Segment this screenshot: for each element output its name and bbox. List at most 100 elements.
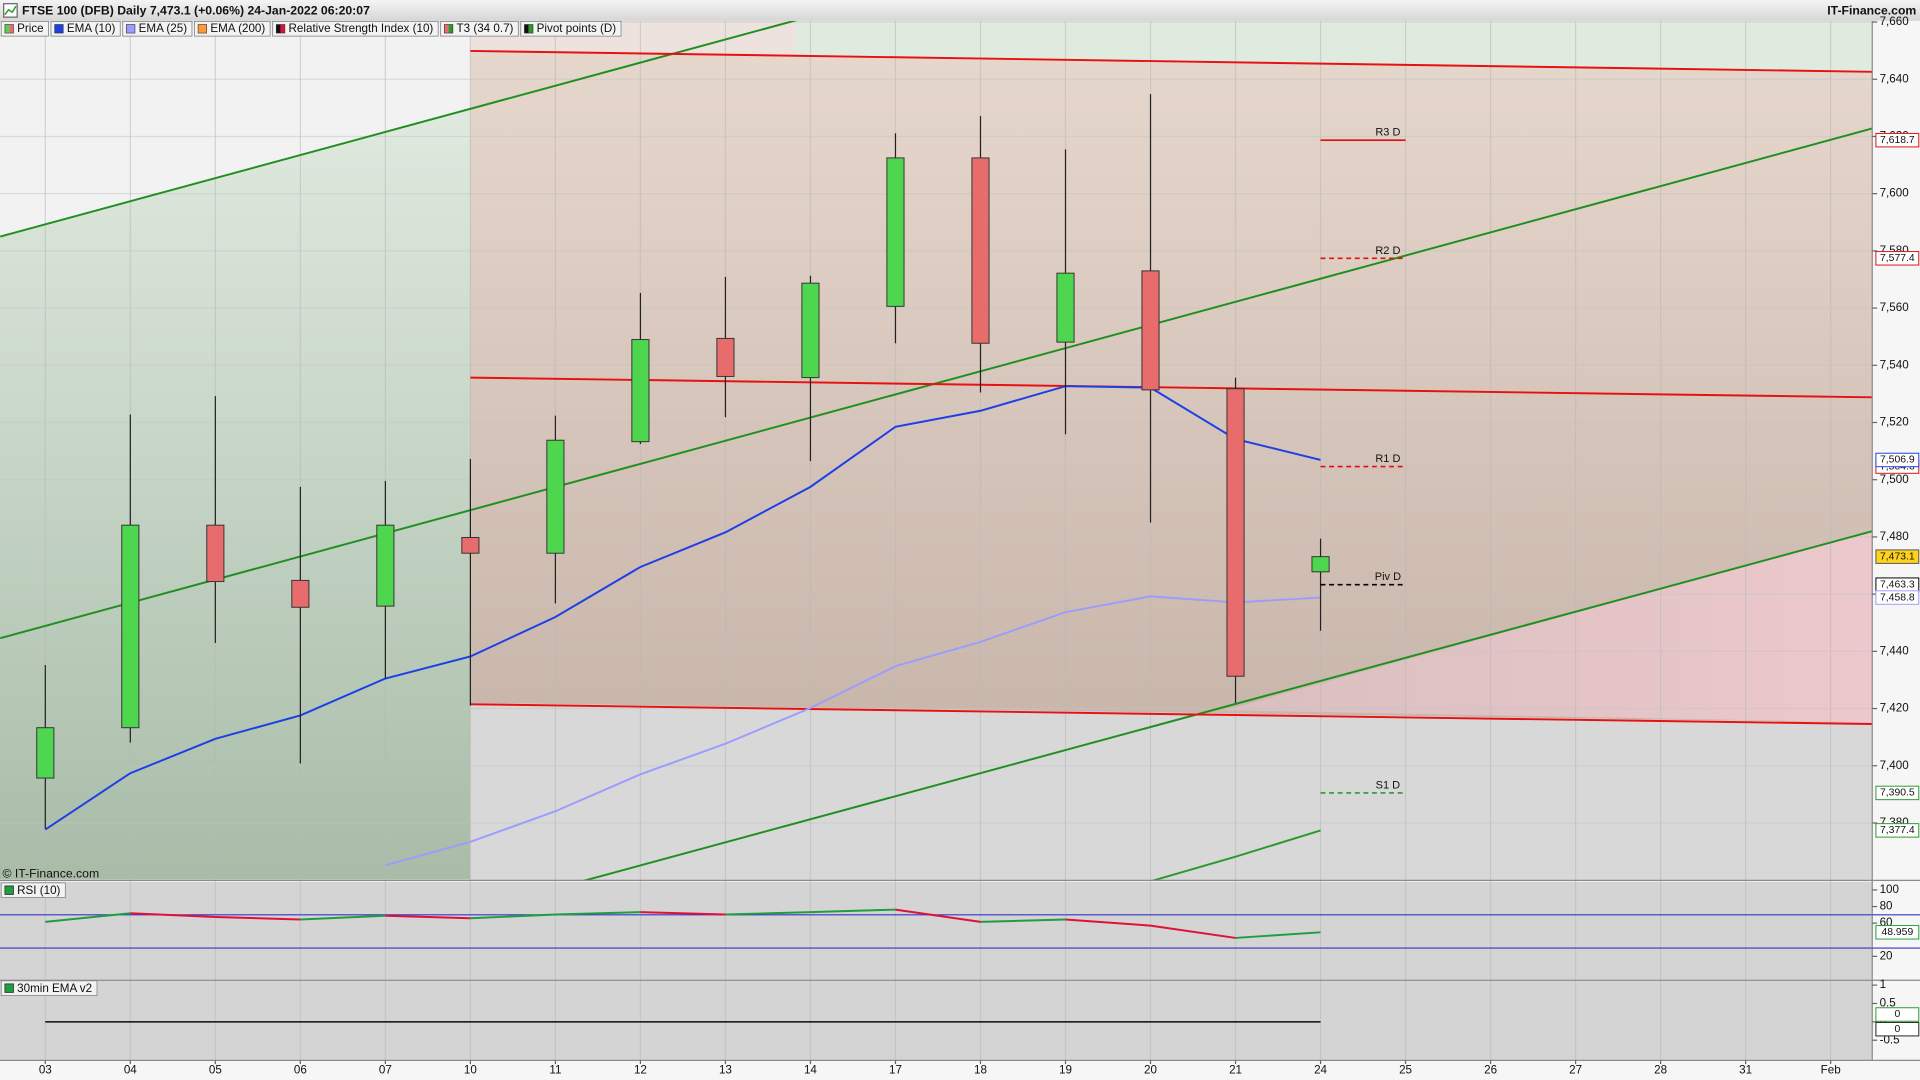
x-tick-label: 31: [1739, 1063, 1752, 1076]
x-tick-label: 27: [1569, 1063, 1582, 1076]
rsi-segment: [895, 908, 981, 923]
x-tick-label: 26: [1484, 1063, 1497, 1076]
legend-swatch-border: [197, 24, 207, 34]
legend-label: EMA (200): [210, 22, 265, 35]
rsi-segment: [1235, 931, 1321, 939]
candle-body: [801, 282, 820, 379]
trend-line: [470, 49, 1873, 73]
panel-label-text: RSI (10): [17, 884, 60, 897]
rsi-segment: [1150, 924, 1236, 939]
legend-swatch-border: [54, 24, 64, 34]
price-tag-label: 7,618.7: [1880, 135, 1915, 146]
rsi-segment: [640, 911, 726, 916]
legend-label: Relative Strength Index (10): [289, 22, 434, 35]
legend-swatch-border: [524, 24, 534, 34]
bottom-axis: [0, 1060, 1920, 1080]
trend-line: [470, 376, 1873, 399]
panel-label-text: 30min EMA v2: [17, 982, 92, 995]
candle-body: [36, 727, 55, 779]
rsi-segment: [725, 911, 811, 916]
legend-swatch-border: [4, 24, 14, 34]
y-tick-label: 7,660: [1880, 15, 1910, 28]
x-tick-label: 06: [294, 1063, 307, 1076]
x-tick-label: 04: [124, 1063, 137, 1076]
x-tick-label: 14: [804, 1063, 817, 1076]
y-tick-label: -0.5: [1880, 1033, 1900, 1046]
legend-box: [50, 21, 121, 37]
value-tag: [1875, 1007, 1920, 1022]
price-panel: [0, 20, 1873, 881]
legend-item: Price: [0, 21, 49, 37]
pivot-label: R3 D: [1375, 127, 1400, 139]
pivot-label: R1 D: [1375, 453, 1400, 465]
pivot-label: Piv D: [1375, 571, 1401, 583]
value-tag-label: 0: [1894, 1009, 1900, 1020]
y-tick-label: 7,540: [1880, 358, 1910, 371]
legend-swatch-border: [275, 24, 286, 34]
legend-swatch: [54, 24, 64, 34]
x-tick-label: 21: [1229, 1063, 1242, 1076]
rsi-segment: [385, 914, 471, 920]
price-tag-label: 7,463.3: [1880, 579, 1915, 590]
value-tag: [1875, 925, 1920, 940]
y-tick-label: 7,480: [1880, 530, 1910, 543]
x-tick-label: 19: [1059, 1063, 1072, 1076]
legend-item: EMA (25): [122, 21, 193, 37]
x-tick-label: 05: [209, 1063, 222, 1076]
candle-body: [631, 339, 650, 443]
candle-body: [886, 157, 905, 307]
y-tick-label: 7,420: [1880, 702, 1910, 715]
rsi-segment: [300, 914, 386, 921]
pivot-label: R2 D: [1375, 245, 1400, 257]
legend-swatch: [9, 24, 14, 34]
trend-line: [470, 703, 1873, 725]
panel-label-box: [0, 882, 66, 898]
rsi-segment: [45, 912, 131, 923]
title-bar: [0, 0, 1920, 21]
price-tag: [1875, 549, 1920, 564]
y-tick-label: 20: [1880, 949, 1893, 962]
value-tag-label: 48.959: [1881, 927, 1913, 938]
panel-label-box: [0, 980, 98, 996]
y-tick-label: 1: [1880, 978, 1886, 991]
x-tick-label: Feb: [1821, 1063, 1841, 1076]
rsi-segment: [470, 913, 556, 920]
rsi-segment: [810, 908, 896, 914]
x-tick-label: 24: [1314, 1063, 1327, 1076]
line-series: [44, 385, 1321, 831]
legend-swatch-border: [443, 24, 454, 34]
legend-swatch: [198, 24, 207, 34]
legend-label: EMA (25): [139, 22, 188, 35]
chart-title: FTSE 100 (DFB) Daily 7,473.1 (+0.06%) 24…: [22, 3, 370, 17]
watermark: © IT-Finance.com: [2, 867, 99, 881]
x-tick-label: 03: [39, 1063, 52, 1076]
panel-label: 30min EMA v2: [0, 980, 98, 996]
legend-box: [520, 21, 622, 37]
legend-box: [122, 21, 193, 37]
trend-line: [581, 530, 1873, 881]
value-tag-label: 0: [1894, 1024, 1900, 1035]
price-tag: [1875, 785, 1920, 801]
price-tag-label: 7,390.5: [1880, 788, 1915, 799]
legend-swatch-border: [126, 24, 136, 34]
ema30-area: [0, 980, 1873, 1061]
candle-body: [716, 337, 735, 377]
legend-swatch: [524, 24, 529, 34]
y-tick-label: 7,440: [1880, 644, 1910, 657]
value-tag: [1875, 1021, 1920, 1037]
right-axis: [1872, 20, 1920, 1061]
legend-box: [193, 21, 271, 37]
candle-body: [546, 439, 565, 554]
x-tick-label: 10: [464, 1063, 477, 1076]
candle-body: [461, 536, 480, 554]
line-series: [385, 595, 1321, 867]
legend-swatch: [444, 24, 449, 34]
legend-swatch: [448, 24, 453, 34]
x-tick-label: 20: [1144, 1063, 1157, 1076]
candle-body: [1226, 388, 1245, 677]
rsi-area: [0, 881, 1873, 980]
